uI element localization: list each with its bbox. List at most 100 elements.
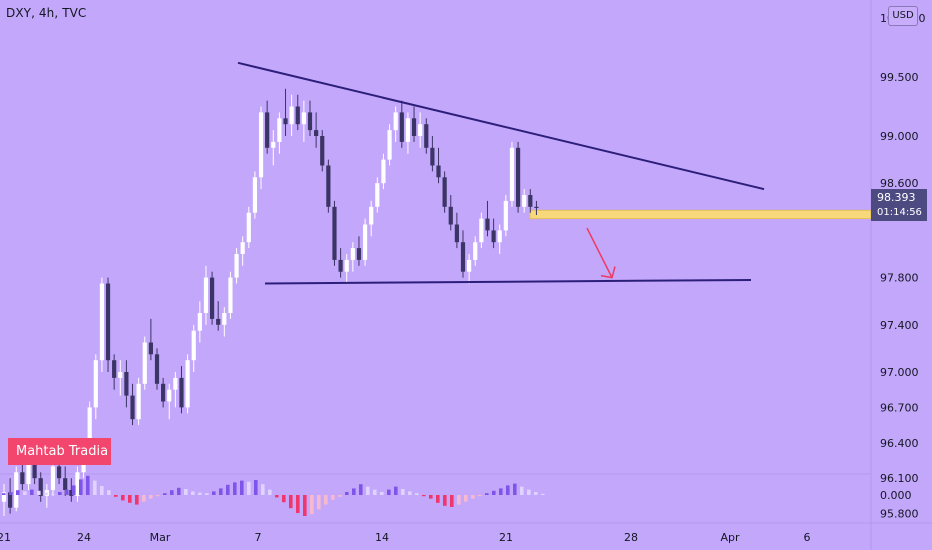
candle-body — [234, 254, 239, 278]
histogram-bar — [310, 495, 314, 515]
histogram-bar — [317, 495, 321, 510]
histogram-bar — [457, 495, 461, 505]
histogram-bar — [2, 493, 6, 495]
histogram-bar — [366, 486, 370, 495]
histogram-bar — [499, 488, 503, 495]
histogram-bar — [191, 491, 195, 495]
descending-trendline — [237, 61, 765, 191]
time-tick-label: 28 — [624, 531, 638, 544]
candle-body — [289, 106, 294, 125]
candle-body — [332, 206, 337, 260]
histogram-bar — [233, 482, 237, 495]
histogram-bar — [436, 495, 440, 503]
histogram-bar — [100, 486, 104, 495]
candle-body — [448, 206, 453, 225]
histogram-bar — [282, 495, 286, 503]
candle-body — [75, 472, 80, 496]
histogram-bar — [114, 495, 118, 497]
histogram-bar — [72, 485, 76, 495]
histogram-bar — [121, 495, 125, 501]
candle-body — [161, 383, 166, 402]
time-tick-label: 21 — [0, 531, 11, 544]
candle-body — [375, 183, 380, 207]
histogram-bar — [198, 492, 202, 495]
symbol-label[interactable]: DXY, 4h, TVC — [6, 6, 87, 20]
price-tick-label: 96.700 — [880, 401, 919, 414]
histogram-bar — [128, 495, 132, 503]
histogram-bar — [429, 495, 433, 499]
candle-body — [295, 106, 300, 125]
candle-body — [509, 147, 515, 201]
candle-body — [473, 242, 478, 260]
candle-body — [479, 218, 484, 243]
histogram-bar — [93, 480, 97, 495]
histogram-bar — [142, 495, 146, 502]
candle-body — [356, 248, 362, 260]
candle-body — [491, 230, 496, 243]
histogram-bar — [401, 489, 405, 495]
histogram-bar — [107, 490, 111, 495]
histogram-bar — [345, 492, 349, 495]
price-tick-label: 99.500 — [880, 71, 919, 84]
price-tick-label: 96.400 — [880, 437, 919, 450]
candle-body — [216, 318, 221, 325]
currency-button[interactable]: USD — [888, 6, 918, 26]
candle-body — [246, 212, 251, 243]
time-tick-label: 7 — [255, 531, 262, 544]
candle-body — [338, 259, 343, 272]
candle-body — [271, 141, 276, 148]
candle-body — [130, 395, 135, 420]
candle-body — [369, 206, 374, 225]
candle-body — [485, 218, 490, 231]
last-price-tag: 98.393 01:14:56 — [871, 189, 927, 221]
candle-body — [112, 360, 117, 378]
candle-body — [283, 118, 288, 125]
candle-body — [222, 313, 227, 325]
candle-body — [320, 136, 325, 166]
histogram-bar — [380, 492, 384, 495]
histogram-bar — [226, 484, 230, 495]
candle-body — [252, 177, 258, 213]
histogram-bar — [338, 495, 342, 497]
histogram-bar — [324, 495, 328, 505]
candle-body — [350, 248, 355, 260]
candle-body — [38, 478, 43, 496]
histogram-bar — [331, 495, 335, 500]
candle-body — [26, 460, 31, 485]
candle-body — [240, 242, 245, 254]
histogram-bar — [478, 495, 482, 497]
histogram-bar — [16, 490, 20, 495]
bearish-arrow-head — [600, 266, 616, 279]
candle-body — [173, 377, 178, 390]
candle-body — [411, 118, 417, 136]
time-tick-label: 14 — [375, 531, 389, 544]
histogram-bar — [240, 480, 244, 495]
histogram-bar — [520, 486, 524, 495]
histogram-bar — [219, 488, 223, 495]
histogram-bar — [296, 495, 300, 513]
histogram-bar — [30, 489, 34, 495]
histogram-bar — [443, 495, 447, 506]
histogram-bar — [541, 493, 545, 495]
bar-countdown: 01:14:56 — [877, 207, 922, 218]
price-tick-label: 95.800 — [880, 508, 919, 521]
candle-body — [522, 195, 527, 207]
candle-body — [326, 165, 331, 207]
histogram-bar — [261, 484, 265, 495]
candle-body — [8, 492, 13, 508]
time-tick-label: Mar — [150, 531, 171, 544]
price-tick-label: 98.600 — [880, 177, 919, 190]
price-tick-label: 96.100 — [880, 472, 919, 485]
candle-body — [442, 177, 447, 207]
candle-body — [467, 259, 472, 272]
candle-body — [460, 242, 466, 272]
candle-body — [534, 206, 539, 208]
author-watermark: Mahtab Tradia — [8, 438, 111, 465]
candle-body — [99, 283, 105, 361]
candle-body — [387, 130, 392, 160]
histogram-bar — [408, 491, 412, 495]
candle-body — [418, 124, 423, 136]
candle-body — [265, 112, 270, 148]
histogram-bar — [65, 489, 69, 495]
